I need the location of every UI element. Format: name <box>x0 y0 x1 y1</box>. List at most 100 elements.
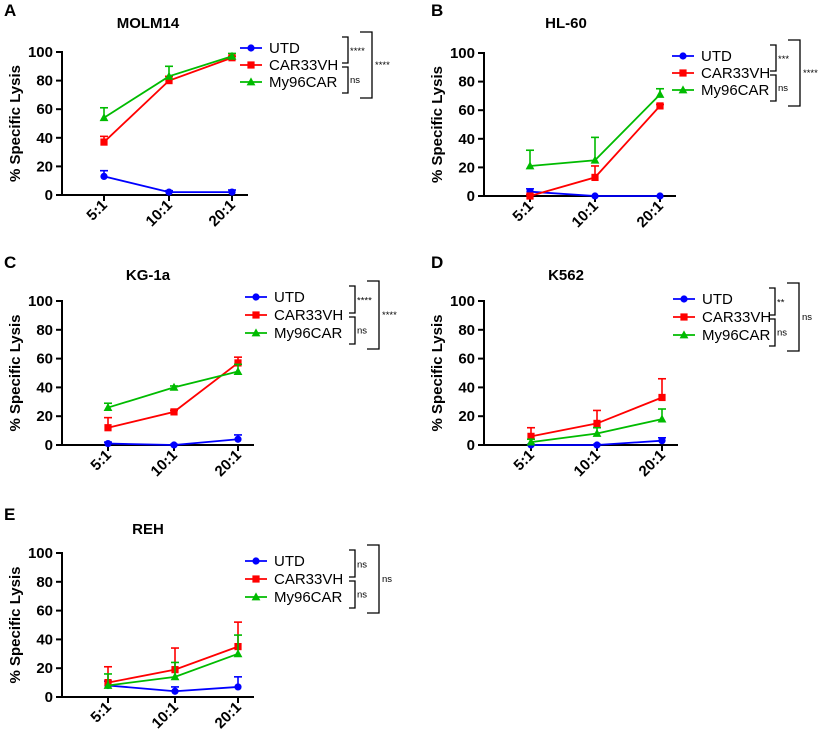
panel-e-series-my96car-point <box>233 649 243 658</box>
panel-c: C KG-1a % Specific Lysis 0 20 40 60 80 100 5:1 10:… <box>4 253 397 480</box>
panel-b-ytick-label: 40 <box>458 131 475 148</box>
panel-c-series-utd-point <box>234 435 242 443</box>
panel-c-xtick-label: 5:1 <box>87 447 114 474</box>
panel-b-series-my96car-point <box>525 161 535 170</box>
panel-b-sig-utd-vs-car33vh: *** <box>778 54 789 65</box>
panel-d-series-car33vh-point <box>658 393 666 402</box>
panel-a-ytick-label: 100 <box>28 44 53 61</box>
panel-d-bracket-1 <box>769 287 776 316</box>
panel-b-ytick-label: 20 <box>458 159 475 176</box>
panel-d-xtick-label: 10:1 <box>571 447 604 480</box>
panel-a-bracket-2 <box>342 66 349 94</box>
panel-d-sig-utd-vs-car33vh: ** <box>777 298 785 309</box>
panel-d-xtick-label: 20:1 <box>636 447 669 480</box>
panel-c-series-my96car-point <box>233 366 243 375</box>
panel-c-series-car33vh-point <box>170 408 178 416</box>
panel-c-xtick-label: 20:1 <box>212 447 245 480</box>
panel-b-series-car33vh-point <box>526 192 534 200</box>
panel-e-series-my96car-point <box>170 672 180 681</box>
panel-e-sig-car33vh-vs-my96car: ns <box>357 590 367 601</box>
panel-a: A MOLM14 % Specific Lysis 0 20 40 60 80 100 5:1 10… <box>4 1 390 230</box>
panel-b-xtick-label: 20:1 <box>634 198 667 231</box>
panel-a-series-my96car-point <box>227 51 237 60</box>
panel-e-legend-marker-my96car <box>251 592 261 601</box>
panel-d-letter: D <box>431 253 443 272</box>
panel-e-legend-label-my96car: My96CAR <box>274 589 343 606</box>
panel-a-sig-car33vh-vs-my96car: ns <box>350 75 360 86</box>
panel-a-series-my96car-point <box>164 71 174 80</box>
panel-d-sig-car33vh-vs-my96car: ns <box>777 328 787 339</box>
panel-d-ytick-label: 60 <box>458 351 475 368</box>
panel-b-title: HL-60 <box>545 15 587 32</box>
panel-d-series-my96car-point <box>657 414 667 423</box>
panel-c-legend-marker-utd <box>252 293 260 301</box>
panel-a-series-car33vh-line <box>103 56 233 143</box>
panel-e-ytick-label: 100 <box>28 545 53 562</box>
panel-d-legend-label-my96car: My96CAR <box>702 327 771 344</box>
panel-b-legend-label-my96car: My96CAR <box>701 82 770 99</box>
panel-b-legend-label-car33vh: CAR33VH <box>701 65 770 82</box>
panel-e-letter: E <box>4 505 15 524</box>
panel-a-ytick-label: 60 <box>36 101 53 118</box>
panel-c-series-utd-point <box>104 439 112 448</box>
panel-e-xtick-label: 5:1 <box>87 699 114 726</box>
panel-a-bracket-3 <box>360 31 373 99</box>
panel-d-series-car33vh-point <box>593 419 601 427</box>
panel-e-bracket-2 <box>349 580 356 609</box>
panel-c-letter: C <box>4 253 16 272</box>
panel-d-series-my96car-point <box>526 437 536 446</box>
panel-a-xtick-label: 5:1 <box>83 197 110 224</box>
panel-b-legend-marker-my96car <box>678 85 688 94</box>
panel-c-bracket-1 <box>349 285 356 314</box>
panel-d-bracket-3 <box>787 282 800 352</box>
panel-c-legend-marker-my96car <box>251 328 261 337</box>
panel-e-sig-utd-vs-car33vh: ns <box>357 560 367 571</box>
panel-c-sig-car33vh-vs-my96car: ns <box>357 326 367 337</box>
panel-c-legend-label-car33vh: CAR33VH <box>274 307 343 324</box>
panel-e-legend-marker-utd <box>252 557 260 565</box>
panel-e-bracket-1 <box>349 549 356 578</box>
panel-b-series-my96car-point <box>590 155 600 164</box>
panel-d-series-utd-point <box>593 441 601 449</box>
panel-e-ytick-label: 40 <box>36 631 53 648</box>
panel-c-series-my96car-point <box>103 402 113 411</box>
panel-e-series-my96car-point <box>103 680 113 689</box>
panel-d-sig-utd-vs-my96car: ns <box>802 312 812 323</box>
panel-c-ytick-label: 80 <box>36 322 53 339</box>
panel-a-sig-utd-vs-car33vh: **** <box>350 46 365 57</box>
panel-e-sig-utd-vs-my96car: ns <box>382 574 392 585</box>
panel-a-legend-label-car33vh: CAR33VH <box>269 57 338 74</box>
panel-d-legend-marker-my96car <box>679 330 689 339</box>
panel-d-series-utd-point <box>658 437 666 445</box>
panel-a-series-utd-point <box>100 172 108 181</box>
panel-b-ytick-label: 100 <box>450 45 475 62</box>
panel-d-ytick-label: 80 <box>458 322 475 339</box>
panel-a-series-car33vh-point <box>100 138 108 146</box>
panel-e-ytick-label: 80 <box>36 574 53 591</box>
panel-b-letter: B <box>431 1 443 20</box>
panel-b-sig-car33vh-vs-my96car: ns <box>778 83 788 94</box>
panel-d-legend-label-car33vh: CAR33VH <box>702 309 771 326</box>
panel-a-series-utd-point <box>228 188 236 196</box>
panel-c-ytick-label: 100 <box>28 293 53 310</box>
panel-e-series-utd-point <box>171 687 179 695</box>
panel-e-ytick-label: 20 <box>36 660 53 677</box>
panel-c-ytick-label: 40 <box>36 379 53 396</box>
panel-a-ytick-label: 40 <box>36 130 53 147</box>
panel-d-ytick-label: 100 <box>450 293 475 310</box>
panel-b-xtick-label: 5:1 <box>509 198 536 225</box>
panel-b-legend-marker-utd <box>679 52 687 60</box>
panel-b-sig-utd-vs-my96car: **** <box>803 68 818 79</box>
panel-d: D K562 % Specific Lysis 0 20 40 60 80 100 5:1 10:1… <box>429 253 812 480</box>
panel-c-title: KG-1a <box>126 267 171 284</box>
panel-b-legend-marker-car33vh <box>679 69 687 77</box>
panel-c-legend-label-utd: UTD <box>274 289 305 306</box>
panel-d-ytick-label: 20 <box>458 408 475 425</box>
panel-a-legend-label-utd: UTD <box>269 40 300 57</box>
panel-a-series-my96car-point <box>99 113 109 122</box>
panel-a-legend-marker-car33vh <box>247 61 255 69</box>
panel-c-legend-marker-car33vh <box>252 311 260 319</box>
panel-b-series-my96car-point <box>655 89 665 98</box>
panel-c-series-car33vh-point <box>234 359 242 367</box>
